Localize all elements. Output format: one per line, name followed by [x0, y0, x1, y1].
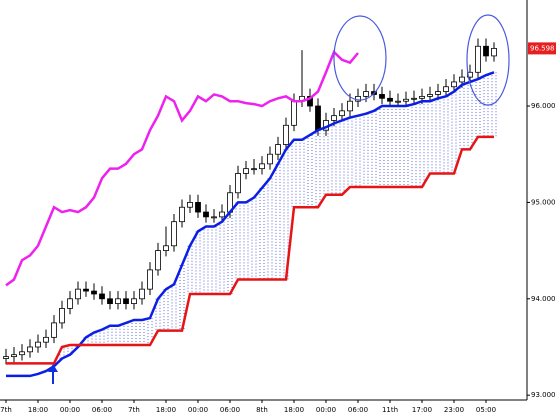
price-label-box — [528, 42, 556, 55]
x-tick-label: 7th — [0, 406, 12, 414]
candle-body — [171, 221, 177, 247]
candle-body — [483, 45, 489, 57]
x-tick-label: 06:00 — [220, 406, 240, 414]
x-tick-label: 17:00 — [412, 406, 432, 414]
candle-body — [235, 173, 241, 194]
candle-body — [123, 298, 129, 305]
candle-body — [59, 308, 65, 324]
candle-body — [379, 94, 385, 99]
x-tick-label: 18:00 — [156, 406, 176, 414]
candle-body — [267, 153, 273, 165]
candle-body — [99, 293, 105, 300]
indicator-line — [6, 135, 494, 365]
x-tick-label: 06:00 — [348, 406, 368, 414]
indicator-line — [6, 71, 495, 378]
candle-body — [347, 100, 353, 112]
candle-body — [203, 211, 209, 218]
x-tick-label: 7th — [128, 406, 140, 414]
candle-body — [395, 100, 401, 103]
candle-body — [83, 288, 89, 292]
y-tick-label: 93.000 — [531, 391, 556, 399]
x-tick-label: 00:00 — [188, 406, 208, 414]
x-tick-label: 18:00 — [284, 406, 304, 414]
price-label: 96.598 — [530, 44, 555, 52]
candle-body — [275, 144, 281, 155]
candle-body — [403, 98, 409, 102]
candle-body — [475, 45, 481, 73]
candle-body — [75, 288, 81, 300]
candle-body — [339, 110, 345, 117]
y-tick-label: 95.000 — [531, 198, 556, 206]
x-tick-label: 18:00 — [28, 406, 48, 414]
candle-body — [115, 298, 121, 305]
candle-body — [27, 346, 33, 353]
candle-body — [155, 250, 161, 271]
candle-body — [259, 163, 265, 170]
candle-body — [187, 202, 193, 208]
candle-body — [107, 298, 113, 305]
candle-body — [451, 81, 457, 88]
candle-body — [283, 124, 289, 145]
candle-body — [427, 94, 433, 97]
candle-body — [139, 288, 145, 300]
signal-arrow — [48, 364, 58, 384]
candle-body — [3, 356, 9, 359]
candle-body — [331, 115, 337, 121]
x-tick-label: 05:00 — [476, 406, 496, 414]
x-tick-label: 06:00 — [92, 406, 112, 414]
candle-body — [491, 47, 497, 57]
x-tick-label: 11th — [382, 406, 398, 414]
candle-body — [419, 95, 425, 99]
candle-body — [91, 290, 97, 295]
x-tick-label: 8th — [256, 406, 268, 414]
candle-body — [387, 97, 393, 102]
candle-body — [251, 168, 257, 171]
candle-body — [131, 298, 137, 305]
candle-body — [443, 86, 449, 92]
candle-body — [291, 100, 297, 126]
candle-body — [147, 269, 153, 290]
candle-body — [307, 95, 313, 107]
candle-body — [35, 341, 41, 348]
candle-body — [355, 95, 361, 102]
candle-body — [43, 336, 49, 343]
candle-body — [315, 105, 321, 131]
candle-body — [211, 216, 217, 219]
candle-body — [163, 245, 169, 252]
candle-body — [195, 202, 201, 213]
candle-body — [179, 206, 185, 223]
candle-body — [67, 298, 73, 309]
candle-body — [51, 322, 57, 338]
y-tick-label: 94.000 — [531, 295, 556, 303]
candle-body — [11, 354, 17, 358]
plot — [3, 38, 497, 378]
candle-body — [243, 168, 249, 174]
y-tick-label: 96.000 — [531, 102, 556, 110]
x-tick-label: 00:00 — [316, 406, 336, 414]
annotation-circle — [333, 15, 387, 101]
candle-body — [411, 97, 417, 100]
x-tick-label: 00:00 — [60, 406, 80, 414]
candle-body — [19, 351, 25, 356]
annotation-circle — [466, 14, 510, 106]
candle-body — [363, 91, 369, 97]
candle-body — [435, 91, 441, 95]
candle-body — [219, 211, 225, 218]
candle-body — [459, 76, 465, 83]
x-tick-label: 23:00 — [444, 406, 464, 414]
indicator-line — [5, 49, 359, 287]
